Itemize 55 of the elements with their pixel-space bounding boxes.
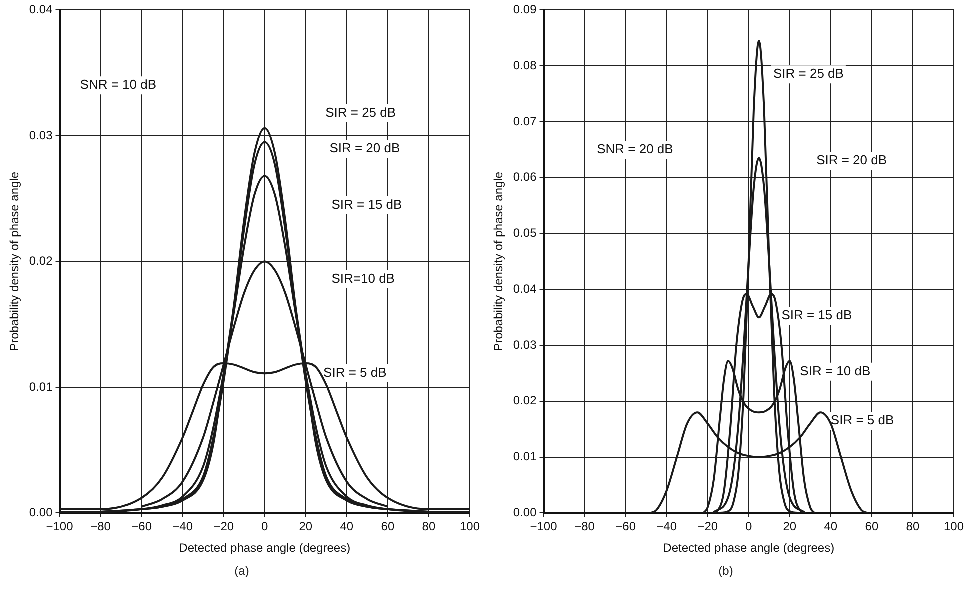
y-tick-label: 0.00 <box>513 506 538 520</box>
y-tick-label: 0.04 <box>29 2 54 17</box>
x-tick-label: −40 <box>656 520 678 534</box>
y-tick-label: 0.01 <box>29 380 54 394</box>
x-tick-label: 60 <box>865 520 879 534</box>
text: (a) <box>234 564 250 578</box>
x-tick-label: 20 <box>783 520 797 534</box>
x-tick-label: −100 <box>530 520 558 534</box>
annotation: SIR = 20 dB <box>816 152 888 168</box>
x-tick-label: −20 <box>698 520 718 534</box>
y-tick-label: 0.08 <box>513 58 538 72</box>
y-tick-label: 0.06 <box>513 170 538 184</box>
x-tick-label: 0 <box>746 520 753 534</box>
y-tick-label: 0.03 <box>513 338 538 352</box>
y-tick-label: 0.02 <box>29 254 54 268</box>
annotation: SIR = 5 dB <box>324 364 387 380</box>
y-tick-label: 0.03 <box>29 128 54 142</box>
y-tick-label: 0.09 <box>513 2 538 17</box>
x-tick-label: 100 <box>944 520 964 534</box>
x-tick-label: 100 <box>460 520 480 534</box>
x-tick-label: −100 <box>46 520 74 534</box>
text: (b) <box>718 564 734 578</box>
y-axis-title: Probability density of phase angle <box>492 172 506 352</box>
y-tick-label: 0.07 <box>513 114 538 128</box>
annotation: SIR = 10 dB <box>800 363 871 378</box>
x-tick-label: −20 <box>214 520 234 534</box>
x-tick-label: 40 <box>340 520 354 534</box>
y-tick-label: 0.00 <box>29 506 54 520</box>
annotation: SIR = 25 dB <box>326 104 396 120</box>
x-axis-title: Detected phase angle (degrees) <box>179 541 351 556</box>
x-tick-label: −60 <box>132 520 152 534</box>
annotation: SIR = 20 dB <box>330 140 400 156</box>
x-axis-title: Detected phase angle (degrees) <box>663 541 835 556</box>
annotation: SNR = 10 dB <box>80 77 157 92</box>
annotation: SIR = 5 dB <box>830 412 894 428</box>
x-tick-label: −80 <box>90 520 112 534</box>
y-tick-label: 0.04 <box>513 282 538 296</box>
annotation: SNR = 20 dB <box>597 142 674 157</box>
x-tick-label: −80 <box>574 520 596 534</box>
annotation: SIR = 15 dB <box>782 308 852 323</box>
y-tick-label: 0.05 <box>513 226 538 240</box>
x-tick-label: 80 <box>422 520 436 534</box>
annotation: SIR = 25 dB <box>773 66 844 82</box>
annotation: SIR = 15 dB <box>332 196 402 212</box>
y-tick-label: 0.01 <box>513 450 538 464</box>
x-tick-label: −60 <box>616 520 636 534</box>
y-tick-label: 0.02 <box>513 394 538 408</box>
annotation: SIR=10 dB <box>332 270 395 286</box>
x-tick-label: 80 <box>906 520 920 534</box>
x-tick-label: −40 <box>172 520 194 534</box>
x-tick-label: 20 <box>299 520 313 534</box>
y-axis-title: Probability density of phase angle <box>8 172 22 352</box>
x-tick-label: 0 <box>262 520 269 534</box>
x-tick-label: 60 <box>381 520 395 534</box>
x-tick-label: 40 <box>824 520 838 534</box>
